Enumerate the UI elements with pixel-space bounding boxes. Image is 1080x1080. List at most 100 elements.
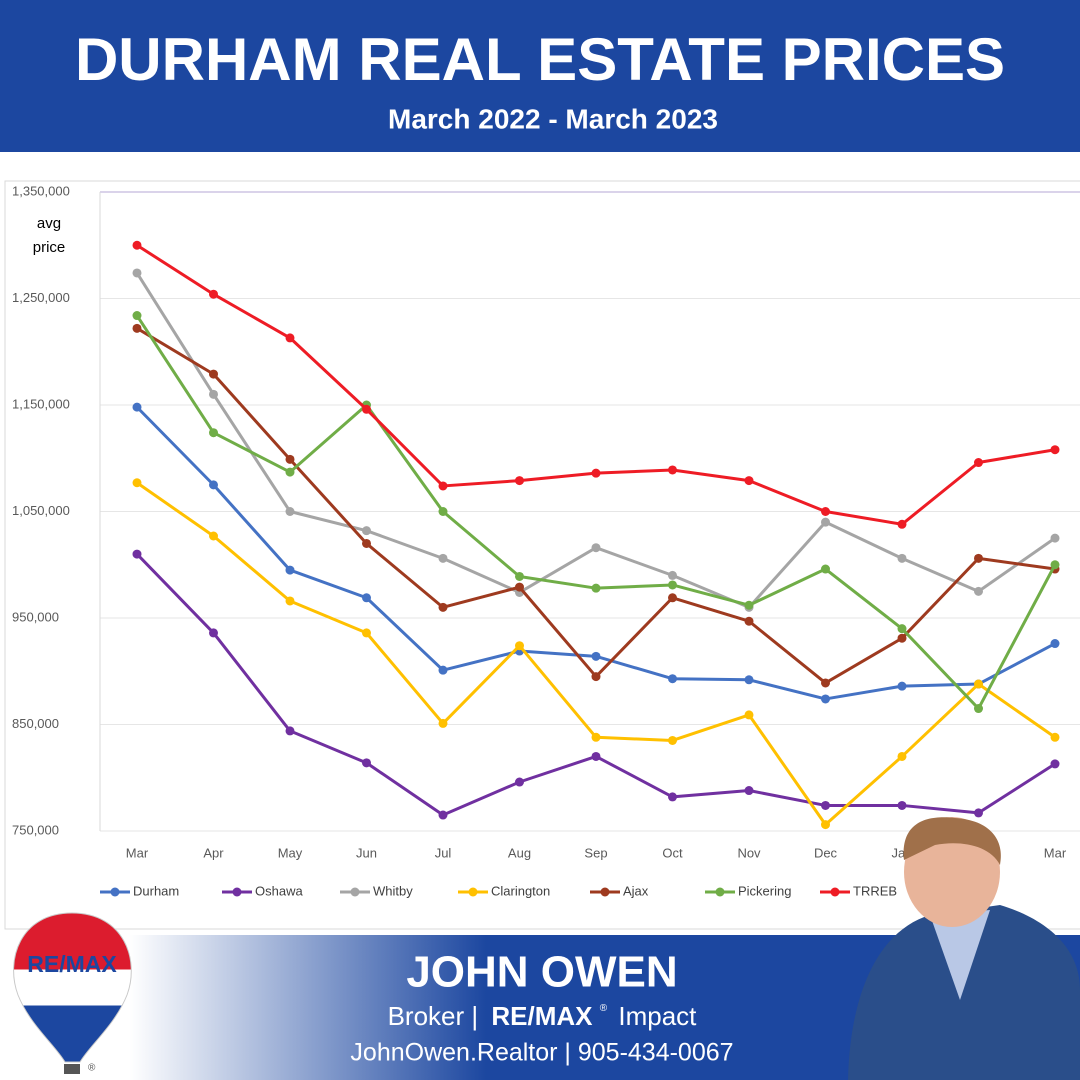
x-tick-label: Dec: [814, 845, 838, 860]
point: [1050, 639, 1060, 649]
point: [132, 240, 142, 250]
y-tick-label: 850,000: [12, 716, 59, 731]
point: [744, 675, 754, 685]
legend-marker: [350, 887, 360, 897]
balloon: [13, 912, 132, 1063]
hair: [903, 817, 1001, 865]
point: [438, 718, 448, 728]
x-tick-label: Jul: [435, 845, 452, 860]
point: [438, 665, 448, 675]
point: [744, 600, 754, 610]
legend-label: TRREB: [853, 883, 897, 898]
legend-label: Pickering: [738, 883, 791, 898]
point: [821, 694, 830, 704]
point: [897, 633, 907, 643]
point: [821, 820, 830, 830]
agent-role: Broker | RE/MAX ® Impact: [388, 991, 698, 1031]
agent-name: JOHN OWEN: [406, 948, 677, 997]
point: [1050, 533, 1060, 543]
y-tick-label: 1,250,000: [12, 290, 70, 305]
point: [744, 710, 754, 720]
plot-area: 750,000 850,000 950,000 1,050,000 1,150,000 1…: [12, 183, 1080, 898]
header-band: [0, 0, 1080, 152]
point: [974, 586, 983, 596]
point: [591, 468, 601, 478]
logo-text: RE/MAX: [27, 951, 117, 977]
point: [285, 454, 295, 464]
point: [974, 679, 983, 689]
legend-marker: [110, 887, 120, 897]
suit: [848, 905, 1080, 1080]
point: [285, 333, 295, 343]
point: [897, 751, 907, 761]
point: [132, 549, 142, 559]
point: [438, 810, 448, 820]
title: DURHAM REAL ESTATE PRICES: [75, 26, 1005, 93]
point: [897, 681, 907, 691]
point: [974, 808, 983, 818]
point: [132, 478, 142, 488]
point: [362, 628, 371, 638]
legend-marker: [232, 887, 242, 897]
contact: JohnOwen.Realtor | 905-434-0067: [350, 1039, 733, 1067]
point: [132, 323, 142, 333]
point: [668, 580, 677, 590]
legend-marker: [830, 887, 840, 897]
point: [209, 428, 218, 438]
point: [362, 404, 371, 414]
point: [285, 565, 295, 575]
point: [285, 507, 295, 516]
point: [515, 582, 524, 592]
point: [1050, 560, 1060, 570]
point: [1050, 445, 1060, 455]
legend-label: Oshawa: [255, 883, 303, 898]
x-tick-label: Mar: [1044, 845, 1067, 860]
point: [515, 641, 524, 651]
point: [897, 519, 907, 529]
legend-label: Durham: [133, 883, 179, 898]
point: [744, 476, 754, 486]
office: Impact: [618, 1001, 697, 1031]
point: [1050, 759, 1060, 769]
logo-mark: ®: [88, 1063, 96, 1074]
point: [515, 571, 524, 581]
point: [285, 726, 295, 736]
x-tick-label: May: [278, 845, 303, 860]
point: [209, 480, 218, 490]
point: [209, 531, 218, 541]
point: [821, 517, 830, 527]
point: [668, 735, 677, 745]
point: [668, 570, 677, 580]
point: [974, 458, 983, 468]
point: [591, 672, 601, 682]
point: [362, 526, 371, 536]
point: [515, 476, 524, 486]
point: [132, 402, 142, 412]
legend-label: Ajax: [623, 883, 649, 898]
role: Broker |: [388, 1001, 479, 1031]
point: [1050, 732, 1060, 742]
legend-label: Clarington: [491, 883, 550, 898]
point: [821, 678, 830, 688]
y-tick-label: 950,000: [12, 609, 59, 624]
point: [897, 624, 907, 634]
point: [438, 481, 448, 491]
point: [285, 596, 295, 606]
point: [209, 369, 218, 379]
point: [591, 543, 601, 553]
x-tick-label: Aug: [508, 845, 531, 860]
brand-mark: ®: [600, 1003, 608, 1014]
legend-marker: [600, 887, 610, 897]
point: [897, 800, 907, 810]
point: [362, 758, 371, 768]
point: [438, 553, 448, 563]
point: [668, 593, 677, 603]
point: [897, 553, 907, 563]
subtitle: March 2022 - March 2023: [388, 103, 718, 134]
point: [209, 628, 218, 638]
point: [209, 389, 218, 399]
point: [132, 311, 142, 321]
legend-label: Whitby: [373, 883, 413, 898]
point: [821, 507, 830, 516]
